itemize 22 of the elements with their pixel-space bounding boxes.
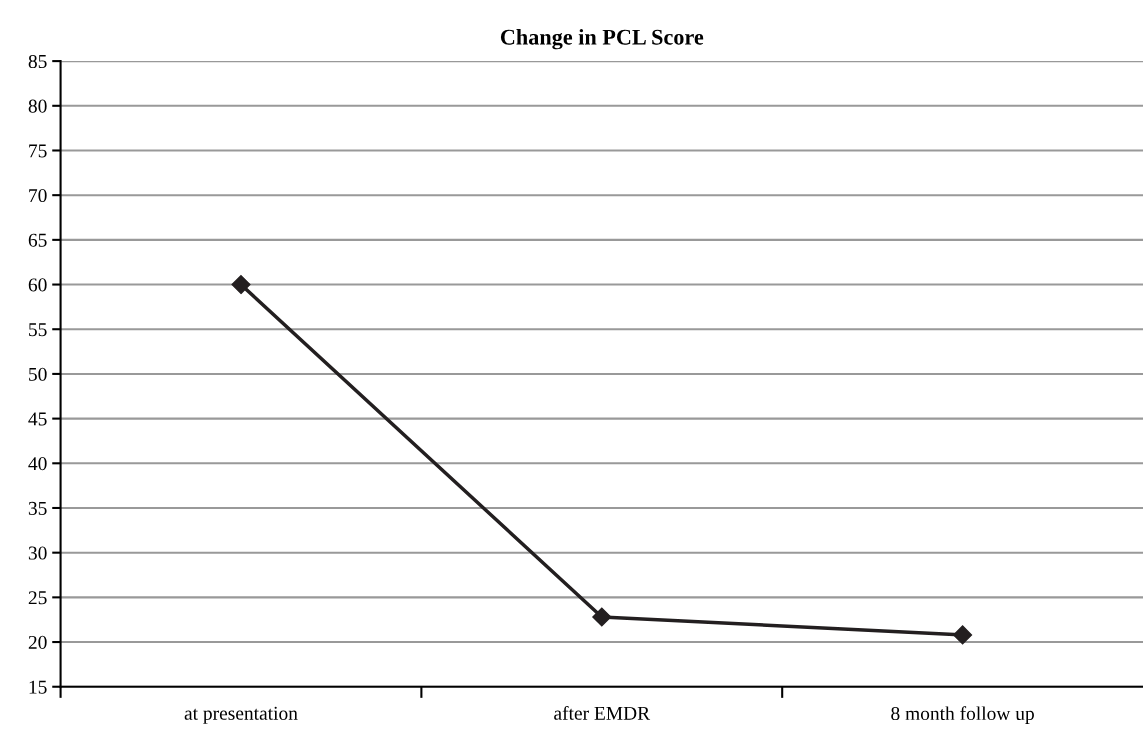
point (231, 275, 251, 295)
y-tick-label: 50 (29, 367, 47, 381)
x-tick-label: 8 month follow up (891, 706, 1034, 725)
y-tick-label: 80 (28, 99, 47, 113)
point (592, 607, 612, 627)
y-tick-label: 60 (28, 278, 47, 292)
y-tick-label: 20 (28, 635, 47, 649)
y-tick-label: 85 (28, 54, 47, 69)
x-tick-label: after EMDR (554, 705, 651, 720)
y-tick-label: 35 (28, 501, 47, 515)
x-tick-label: at presentation (184, 706, 298, 724)
y-tick-label: 70 (29, 188, 47, 203)
y-tick-label: 25 (28, 591, 47, 605)
y-tick-label: 45 (28, 412, 47, 426)
y-tick-label: 55 (29, 323, 47, 337)
y-tick-label: 65 (28, 233, 47, 247)
chart-title: Change in PCL Score (500, 29, 704, 50)
y-tick-label: 30 (28, 546, 47, 560)
y-tick-label: 40 (28, 457, 47, 471)
point (953, 625, 973, 645)
y-tick-label: 15 (29, 680, 47, 694)
y-tick-label: 75 (29, 144, 47, 158)
